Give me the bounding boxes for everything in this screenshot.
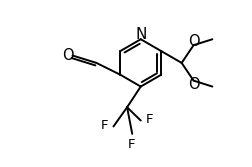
Text: O: O <box>62 48 74 63</box>
Text: O: O <box>187 77 199 92</box>
Text: F: F <box>127 138 135 151</box>
Text: N: N <box>135 27 146 42</box>
Text: F: F <box>145 113 153 126</box>
Text: O: O <box>187 34 199 49</box>
Text: F: F <box>101 119 108 132</box>
